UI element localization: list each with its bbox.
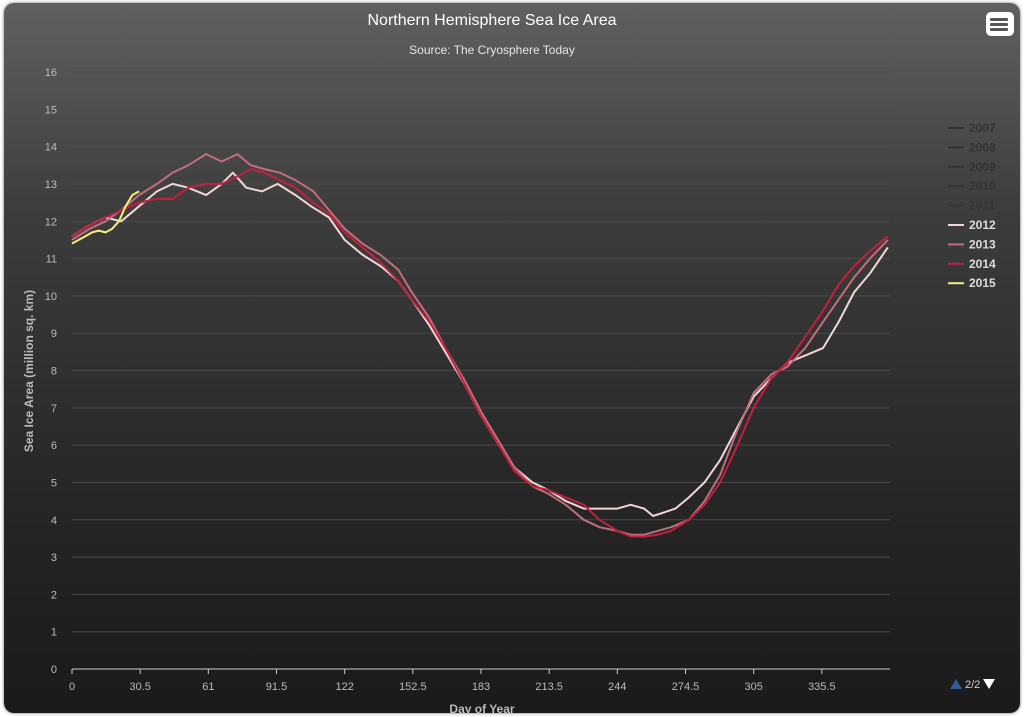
x-tick-label: 335.5 — [808, 681, 836, 693]
plot-area — [71, 153, 889, 538]
menu-bar-top — [990, 18, 1008, 21]
y-tick-label: 1 — [51, 627, 57, 639]
x-tick-label: 274.5 — [672, 681, 700, 693]
legend-item-2010[interactable]: 2010 — [948, 179, 996, 193]
x-tick-label: 244 — [608, 681, 626, 693]
hamburger-menu-icon[interactable] — [986, 12, 1014, 36]
y-tick-label: 16 — [45, 67, 57, 79]
y-tick-label: 4 — [51, 515, 57, 527]
x-axis-ticks: 0 30.5 61 91.5 122 152.5 183 213.5 244 274.5 305 33… — [69, 669, 836, 693]
legend-item-2009[interactable]: 2009 — [948, 160, 996, 174]
y-tick-label: 13 — [45, 179, 57, 191]
triangle-up-icon[interactable] — [950, 679, 962, 689]
y-tick-label: 15 — [45, 104, 57, 116]
series-line-2014[interactable] — [71, 168, 889, 538]
x-tick-label: 122 — [335, 681, 353, 693]
legend-page-label: 2/2 — [965, 679, 980, 691]
x-tick-label: 61 — [202, 681, 214, 693]
x-tick-label: 213.5 — [535, 681, 563, 693]
legend-item-2013[interactable]: 2013 — [948, 237, 996, 251]
legend-label: 2009 — [969, 160, 996, 174]
legend-label: 2010 — [969, 179, 996, 193]
y-tick-label: 2 — [51, 589, 57, 601]
x-tick-label: 183 — [472, 681, 490, 693]
x-tick-label: 0 — [69, 681, 75, 693]
triangle-down-icon[interactable] — [983, 679, 995, 689]
x-tick-label: 305 — [744, 681, 762, 693]
chart-container: Northern Hemisphere Sea Ice Area Source:… — [4, 3, 1020, 713]
legend-item-2014[interactable]: 2014 — [948, 257, 996, 271]
y-tick-label: 8 — [51, 366, 57, 378]
x-axis-title: Day of Year — [449, 702, 514, 713]
menu-bar-middle — [990, 23, 1008, 26]
series-line-2013[interactable] — [71, 153, 889, 536]
y-tick-label: 9 — [51, 328, 57, 340]
y-tick-label: 5 — [51, 477, 57, 489]
legend-item-2008[interactable]: 2008 — [948, 140, 996, 154]
series-line-2015[interactable] — [71, 190, 140, 245]
x-tick-label: 152.5 — [399, 681, 427, 693]
y-tick-label: 14 — [45, 142, 57, 154]
legend[interactable]: 2007 2008 2009 2010 2011 2012 2013 2014 2015 — [948, 121, 996, 290]
chart-title: Northern Hemisphere Sea Ice Area — [367, 12, 616, 29]
y-tick-label: 10 — [45, 291, 57, 303]
y-tick-label: 7 — [51, 403, 57, 415]
menu-bar-bottom — [990, 28, 1008, 31]
x-tick-label: 91.5 — [266, 681, 287, 693]
chart-subtitle: Source: The Cryosphere Today — [409, 43, 575, 57]
legend-label: 2013 — [969, 237, 996, 251]
series-line-2012[interactable] — [71, 171, 889, 517]
legend-navigation: 2/2 — [950, 679, 995, 691]
legend-label: 2007 — [969, 121, 996, 135]
x-tick-label: 30.5 — [129, 681, 150, 693]
y-tick-label: 6 — [51, 440, 57, 452]
legend-label: 2015 — [969, 276, 996, 290]
y-axis-title: Sea Ice Area (million sq. km) — [22, 290, 36, 452]
legend-item-2012[interactable]: 2012 — [948, 218, 996, 232]
grid-lines — [72, 71, 890, 670]
legend-item-2015[interactable]: 2015 — [948, 276, 996, 290]
line-chart: Northern Hemisphere Sea Ice Area Source:… — [22, 12, 996, 713]
legend-label: 2008 — [969, 140, 996, 154]
y-tick-label: 12 — [45, 216, 57, 228]
legend-label: 2014 — [969, 257, 996, 271]
y-tick-label: 0 — [51, 664, 57, 676]
legend-label: 2011 — [969, 199, 995, 213]
y-tick-label: 3 — [51, 552, 57, 564]
y-tick-label: 11 — [46, 254, 57, 266]
legend-label: 2012 — [969, 218, 996, 232]
legend-item-2007[interactable]: 2007 — [948, 121, 996, 135]
legend-item-2011[interactable]: 2011 — [948, 199, 995, 213]
